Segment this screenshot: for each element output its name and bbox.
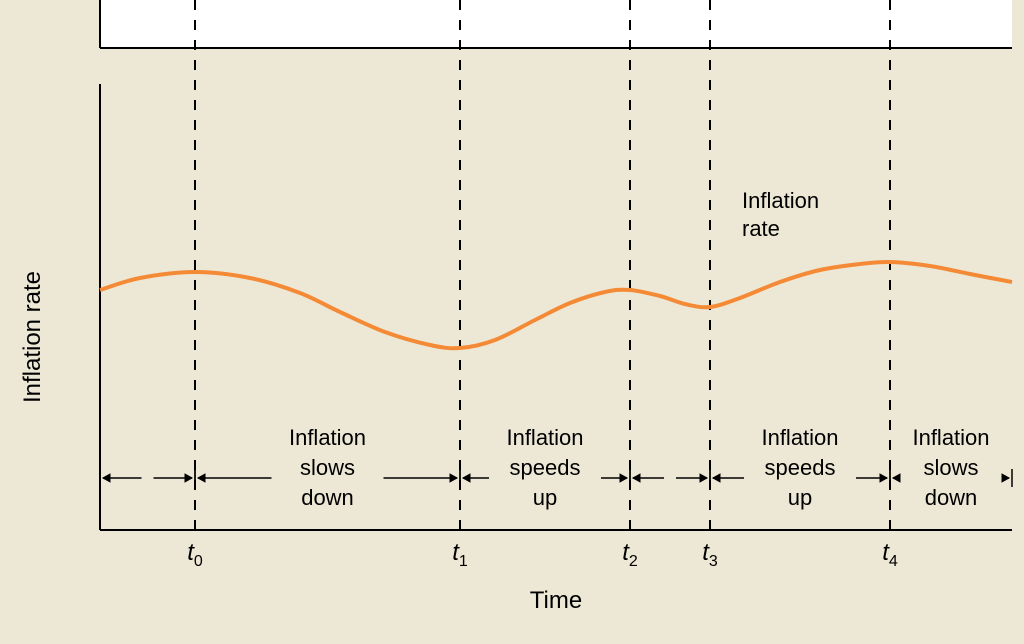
region-label-2-3: up xyxy=(533,485,557,510)
series-label-line2: rate xyxy=(742,216,780,241)
region-label-2-2: speeds xyxy=(510,455,581,480)
region-label-4-3: up xyxy=(788,485,812,510)
series-label-line1: Inflation xyxy=(742,188,819,213)
region-label-5-3: down xyxy=(925,485,978,510)
region-label-5-2: slows xyxy=(923,455,978,480)
chart-bg xyxy=(0,0,1024,644)
y-axis-label: Inflation rate xyxy=(19,271,46,403)
region-label-1-1: Inflation xyxy=(289,425,366,450)
region-label-4-2: speeds xyxy=(765,455,836,480)
region-label-2-1: Inflation xyxy=(506,425,583,450)
inflation-chart: Inflation rate Inflation slows down Inflation… xyxy=(0,0,1024,644)
chart-svg: Inflation rate Inflation slows down Inflation… xyxy=(0,0,1024,644)
region-label-1-3: down xyxy=(301,485,354,510)
region-label-4-1: Inflation xyxy=(761,425,838,450)
x-axis-label: Time xyxy=(530,587,582,614)
region-label-5-1: Inflation xyxy=(912,425,989,450)
top-panel xyxy=(100,0,1012,48)
region-label-1-2: slows xyxy=(300,455,355,480)
